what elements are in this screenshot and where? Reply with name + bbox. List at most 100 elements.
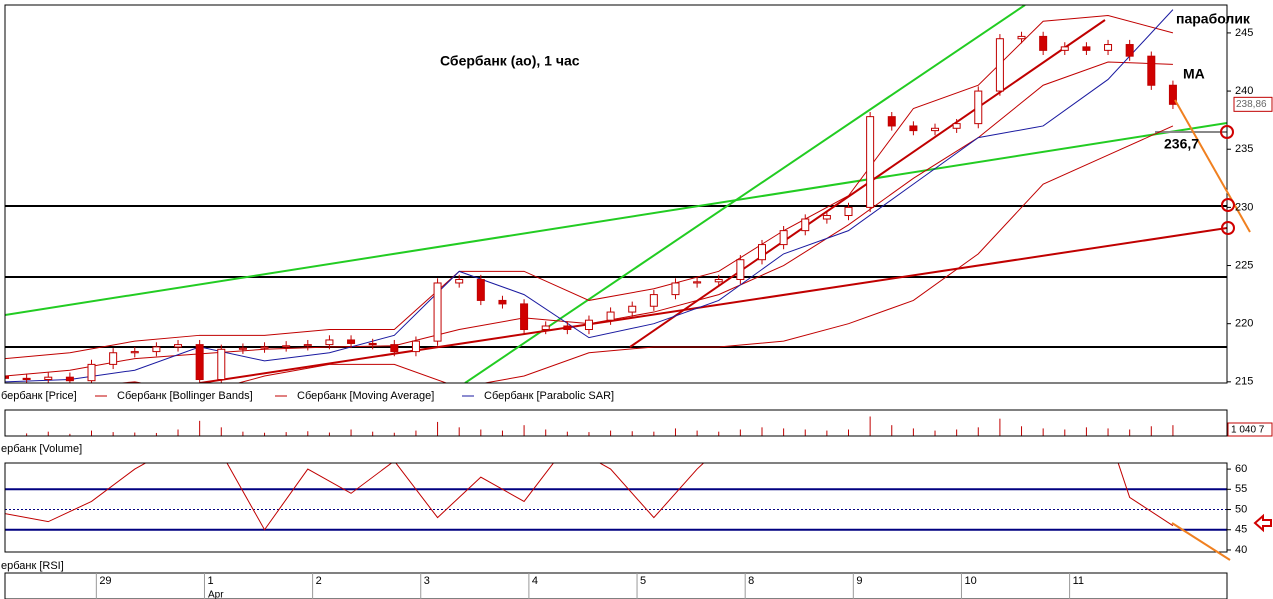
chart-title: Сбербанк (ао), 1 час	[440, 53, 580, 69]
y-tick-label: 40	[1235, 544, 1247, 556]
candle-body	[303, 344, 312, 347]
candle-body	[801, 218, 810, 232]
candle-body	[866, 116, 875, 208]
x-tick-label: 29	[99, 575, 111, 587]
price-frame	[4, 4, 1228, 384]
rsi-frame	[4, 462, 1228, 553]
candle-body	[649, 294, 658, 307]
volume-plot	[4, 416, 1174, 436]
y-tick-label: 220	[1235, 318, 1253, 330]
arrow	[1174, 99, 1251, 233]
candle-body	[1060, 46, 1069, 51]
y-tick-label: 245	[1235, 27, 1253, 39]
annotation: MA	[1183, 66, 1205, 82]
candle-body	[952, 123, 961, 129]
candle-body	[411, 340, 420, 353]
candle-body	[282, 345, 291, 348]
candle-body	[541, 325, 550, 330]
candle-body	[260, 346, 269, 349]
candle-body	[109, 352, 118, 365]
candle-body	[714, 278, 723, 283]
candle-body	[995, 38, 1004, 92]
candle-body	[1147, 55, 1156, 86]
arrow-icon	[1253, 513, 1272, 533]
marker	[1221, 198, 1235, 212]
rsi-plot	[5, 463, 1227, 531]
y-tick-label: 45	[1235, 524, 1247, 536]
candle-body	[671, 282, 680, 296]
candle-body	[844, 206, 853, 217]
trend-line	[464, 5, 1026, 383]
candle-body	[1017, 35, 1026, 40]
candle-body	[1039, 35, 1048, 51]
panel-label: ербанк [Volume]	[1, 443, 82, 455]
y-tick-label: 230	[1235, 201, 1253, 213]
candle-body	[238, 347, 247, 350]
candle-body	[1168, 84, 1177, 105]
candle-body	[325, 339, 334, 346]
candle-body	[217, 348, 226, 381]
candle-body	[1082, 46, 1091, 51]
candle-body	[476, 278, 485, 301]
x-tick-label: 4	[532, 575, 538, 587]
candle-body	[87, 363, 96, 382]
candle-body	[520, 303, 529, 330]
x-tick-label: 2	[316, 575, 322, 587]
x-tick-label: 11	[1073, 575, 1084, 587]
y-tick-label: 225	[1235, 259, 1253, 271]
candle-body	[931, 127, 940, 132]
candle-body	[498, 299, 507, 305]
x-tick-label: 10	[964, 575, 976, 587]
indicator-line	[5, 14, 1174, 360]
x-tick-label: 5	[640, 575, 646, 587]
candle-body	[887, 116, 896, 127]
value-box	[1227, 422, 1273, 437]
last-value-box	[1233, 96, 1273, 112]
candle-body	[5, 375, 9, 379]
legend-label: Сбербанк [Bollinger Bands]	[117, 390, 253, 402]
x-axis-frame	[4, 572, 1228, 599]
candle-body	[152, 346, 161, 353]
candle-body	[368, 342, 377, 346]
y-tick-label: 240	[1235, 85, 1253, 97]
candle-body	[347, 339, 356, 344]
candle-body	[779, 230, 788, 246]
candle-body	[390, 344, 399, 353]
y-tick-label: 215	[1235, 376, 1253, 388]
candle-body	[909, 125, 918, 132]
last-value-label: 238,86	[1236, 99, 1267, 110]
marker	[1221, 221, 1235, 235]
candle-body	[606, 311, 615, 321]
candle-body	[22, 377, 31, 381]
candle-body	[174, 344, 183, 348]
candle-body	[130, 351, 139, 354]
x-tick-label: 9	[856, 575, 862, 587]
candle-body	[563, 325, 572, 330]
candle-body	[628, 305, 637, 313]
candle-body	[822, 215, 831, 220]
x-tick-label: 8	[748, 575, 754, 587]
arrow	[1171, 522, 1231, 561]
marker	[1220, 125, 1234, 139]
candle-body	[1125, 44, 1134, 57]
candle-body	[433, 282, 442, 342]
candle-body	[44, 376, 53, 381]
panel-label: ербанк [RSI]	[1, 560, 64, 572]
annotation: 236,7	[1164, 136, 1199, 152]
candle-body	[455, 278, 464, 284]
candle-body	[974, 90, 983, 125]
candle-body	[584, 319, 593, 330]
trend-line	[199, 227, 1227, 383]
indicator-line	[116, 125, 1174, 383]
volume-last-label: 1 040 7	[1231, 425, 1265, 436]
x-tick-label: 1	[207, 575, 213, 587]
legend-label: Сбербанк [Moving Average]	[297, 390, 434, 402]
y-tick-label: 55	[1235, 483, 1247, 495]
volume-frame	[4, 409, 1228, 437]
candle-body	[693, 281, 702, 284]
annotation: параболик	[1176, 11, 1251, 27]
legend-label: Сбербанк [Parabolic SAR]	[484, 390, 614, 402]
candle-body	[757, 244, 766, 261]
